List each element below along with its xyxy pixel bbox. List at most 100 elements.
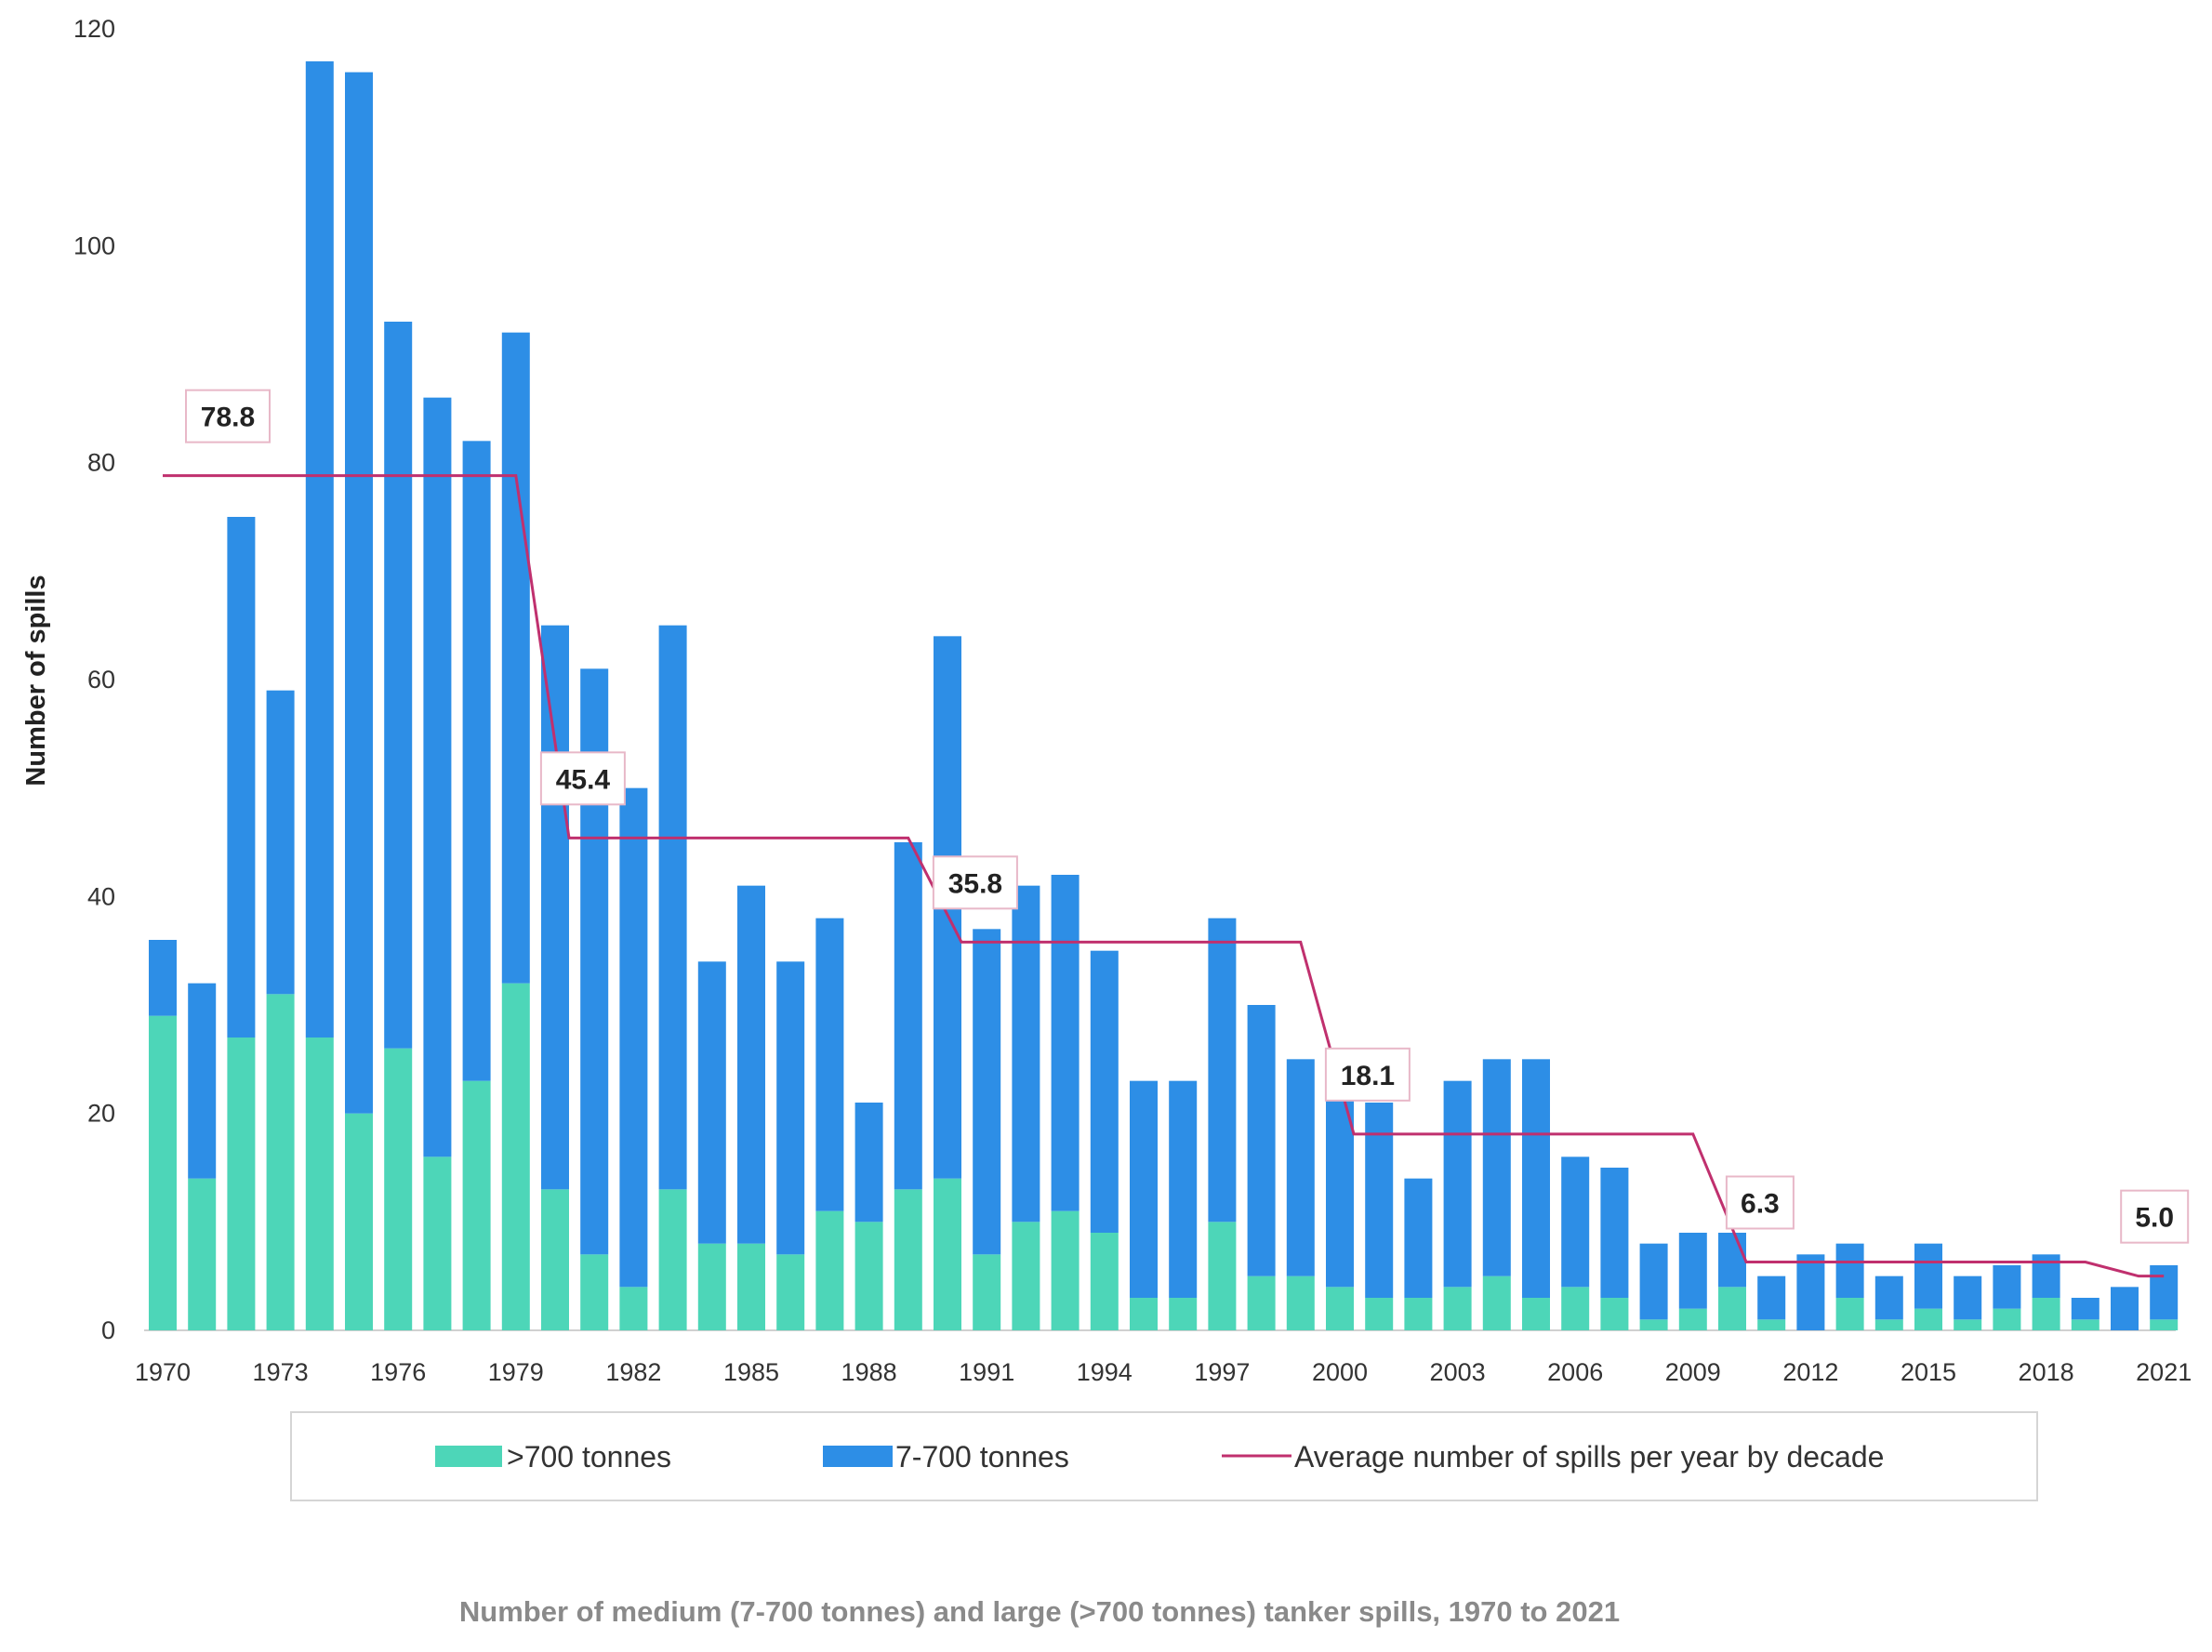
bar-medium-2015 — [1914, 1243, 1942, 1309]
x-tick-label: 2006 — [1547, 1358, 1603, 1386]
average-label: 45.4 — [556, 764, 611, 795]
average-label-box — [932, 855, 1018, 910]
bar-medium-2016 — [1954, 1275, 1982, 1320]
x-tick-label: 1985 — [723, 1358, 779, 1386]
bar-medium-2001 — [1365, 1103, 1394, 1298]
bar-large-1985 — [737, 1243, 765, 1330]
bar-large-2016 — [1954, 1319, 1982, 1330]
bar-large-2001 — [1365, 1298, 1394, 1330]
bar-medium-1997 — [1208, 918, 1237, 1222]
y-tick-label: 40 — [87, 882, 115, 910]
x-tick-label: 1997 — [1194, 1358, 1250, 1386]
bar-large-1992 — [1012, 1222, 1040, 1330]
y-tick-label: 60 — [87, 666, 115, 694]
bar-medium-1974 — [305, 61, 334, 1037]
bar-medium-1982 — [619, 787, 648, 1288]
x-tick-label: 2000 — [1312, 1358, 1368, 1386]
bar-medium-2021 — [2150, 1265, 2179, 1320]
bar-medium-1988 — [854, 1103, 883, 1222]
average-label-box — [539, 751, 626, 806]
x-tick-label: 1994 — [1077, 1358, 1132, 1386]
bar-large-1975 — [345, 1113, 373, 1330]
bar-medium-1970 — [149, 940, 177, 1016]
bar-large-1999 — [1286, 1275, 1315, 1330]
bar-medium-1983 — [658, 625, 687, 1190]
bar-medium-2017 — [1993, 1265, 2021, 1309]
bar-medium-2011 — [1757, 1275, 1786, 1320]
bar-large-1986 — [776, 1254, 805, 1330]
bar-large-1997 — [1208, 1222, 1237, 1330]
bar-large-1983 — [658, 1189, 687, 1330]
average-label: 78.8 — [201, 403, 255, 433]
bar-large-1973 — [266, 994, 295, 1330]
average-label: 18.1 — [1341, 1061, 1395, 1091]
bar-medium-1986 — [776, 961, 805, 1255]
bar-large-1994 — [1090, 1233, 1119, 1330]
bar-large-1980 — [541, 1189, 569, 1330]
legend-box — [290, 1411, 2038, 1501]
x-tick-label: 1988 — [841, 1358, 897, 1386]
bar-medium-2002 — [1404, 1178, 1433, 1298]
bar-large-2009 — [1678, 1308, 1707, 1330]
bar-medium-2006 — [1561, 1156, 1590, 1288]
bar-medium-1977 — [423, 397, 452, 1157]
bar-medium-1999 — [1286, 1059, 1315, 1276]
average-label-box — [2120, 1189, 2190, 1244]
bar-large-1982 — [619, 1287, 648, 1330]
y-tick-label: 100 — [73, 231, 115, 259]
bar-large-2000 — [1326, 1287, 1354, 1330]
y-tick-label: 20 — [87, 1100, 115, 1128]
bar-large-1974 — [305, 1037, 334, 1330]
bar-large-1998 — [1247, 1275, 1276, 1330]
legend-label-medium: 7-700 tonnes — [895, 1440, 1069, 1474]
bar-medium-2014 — [1874, 1275, 1903, 1320]
average-label-box — [1725, 1175, 1795, 1230]
chart-caption: Number of medium (7-700 tonnes) and larg… — [459, 1595, 1620, 1628]
bar-medium-2007 — [1600, 1168, 1629, 1298]
bar-medium-1994 — [1090, 950, 1119, 1233]
bar-medium-1998 — [1247, 1005, 1276, 1276]
bar-large-1976 — [384, 1048, 413, 1330]
average-label-box — [185, 389, 271, 443]
bar-large-1989 — [894, 1189, 922, 1330]
bar-medium-1973 — [266, 690, 295, 995]
bar-medium-1987 — [815, 918, 844, 1211]
bar-large-1988 — [854, 1222, 883, 1330]
bar-medium-1975 — [345, 72, 373, 1114]
x-axis: 1970 1973 1976 1979 1982 1985 1988 1991 1994 1997… — [135, 1358, 2192, 1386]
average-label: 5.0 — [2135, 1203, 2174, 1234]
y-axis-title: Number of spills — [21, 575, 51, 786]
bar-medium-2005 — [1522, 1059, 1550, 1298]
bar-medium-2003 — [1443, 1080, 1472, 1288]
bar-large-2010 — [1718, 1287, 1746, 1330]
bar-large-2007 — [1600, 1298, 1629, 1330]
bar-medium-1993 — [1051, 875, 1080, 1211]
bar-large-1978 — [462, 1080, 491, 1330]
average-label: 35.8 — [948, 868, 1002, 899]
bar-medium-1991 — [973, 929, 1001, 1255]
x-tick-label: 2018 — [2019, 1358, 2074, 1386]
bar-large-2008 — [1639, 1319, 1668, 1330]
bar-medium-2009 — [1678, 1233, 1707, 1309]
average-label: 6.3 — [1741, 1189, 1780, 1220]
x-tick-label: 2003 — [1430, 1358, 1486, 1386]
y-tick-label: 80 — [87, 449, 115, 477]
y-tick-label: 0 — [101, 1316, 115, 1344]
bar-large-2015 — [1914, 1308, 1942, 1330]
bar-large-2005 — [1522, 1298, 1550, 1330]
bar-large-1995 — [1130, 1298, 1158, 1330]
bar-medium-1989 — [894, 842, 922, 1190]
bar-medium-1985 — [737, 885, 765, 1244]
bar-medium-2019 — [2071, 1298, 2099, 1320]
x-tick-label: 2021 — [2136, 1358, 2192, 1386]
x-tick-label: 1970 — [135, 1358, 191, 1386]
x-tick-label: 2012 — [1782, 1358, 1838, 1386]
bar-medium-1976 — [384, 322, 413, 1049]
bar-large-2011 — [1757, 1319, 1786, 1330]
bar-large-1984 — [697, 1243, 726, 1330]
x-tick-label: 1973 — [253, 1358, 309, 1386]
x-tick-label: 1982 — [605, 1358, 661, 1386]
bar-large-1990 — [934, 1178, 961, 1330]
bar-medium-2010 — [1718, 1233, 1746, 1288]
